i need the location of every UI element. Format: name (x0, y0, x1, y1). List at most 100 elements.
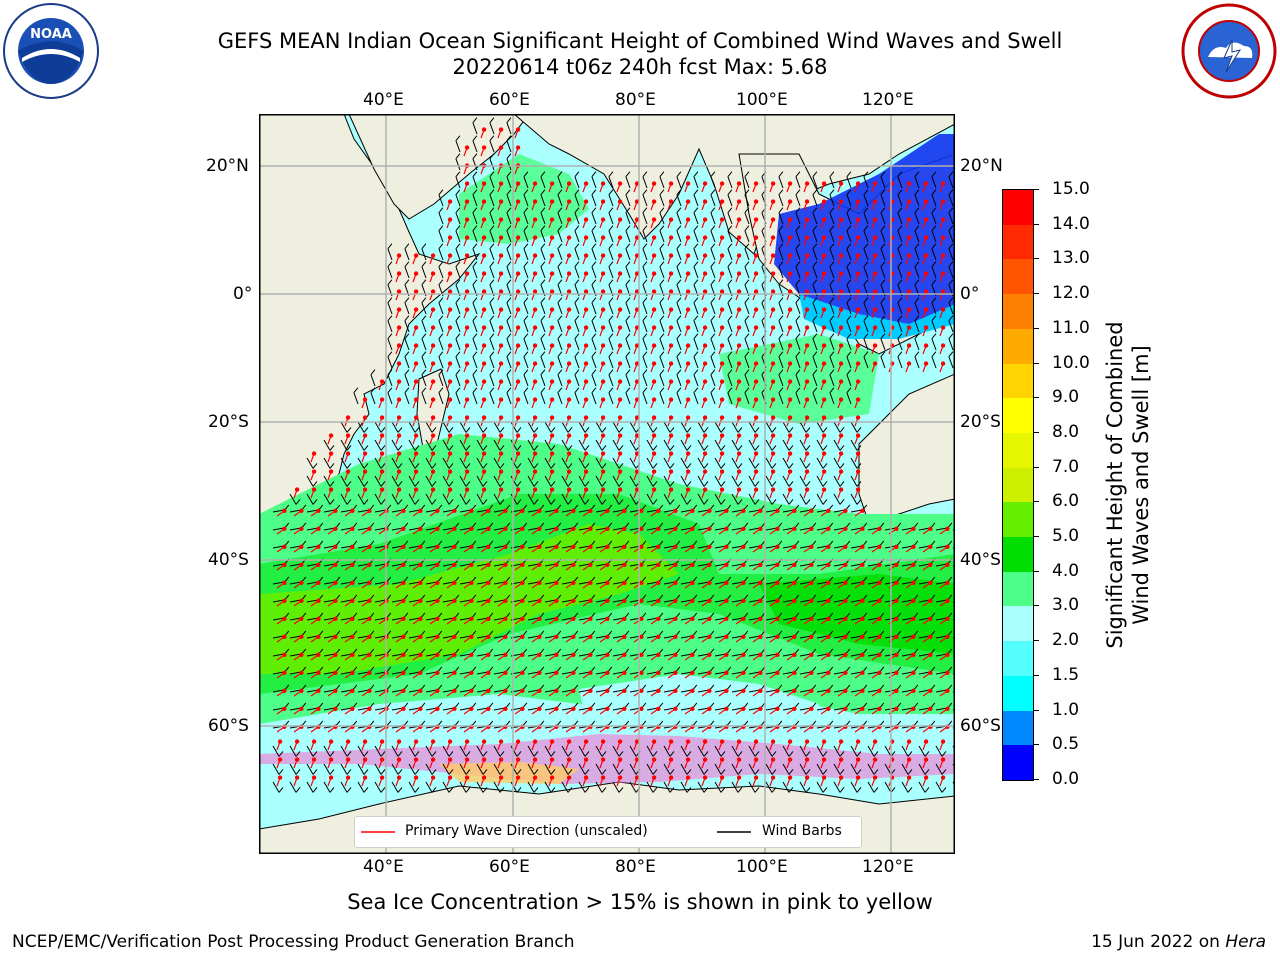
wave-arrow-head (583, 379, 589, 384)
wind-barb-flag (846, 171, 852, 178)
wind-barb (778, 248, 784, 261)
wind-barb-flag (669, 787, 675, 793)
wind-barb-flag (618, 481, 624, 487)
wave-arrow-head (770, 289, 776, 294)
wave-arrow-head (877, 706, 882, 712)
wave-arrow-head (838, 415, 844, 420)
wave-arrow-head (860, 562, 865, 568)
wave-arrow-head (605, 634, 610, 640)
wind-barb-flag (754, 787, 760, 793)
wind-barb-flag (727, 315, 733, 322)
wind-barb (931, 230, 937, 243)
wave-arrow-head (894, 526, 899, 532)
wind-barb (867, 745, 875, 757)
wind-barb-flag (601, 481, 607, 487)
wave-arrow-head (668, 343, 674, 348)
wind-barb (918, 745, 926, 757)
wind-barb-flag (727, 225, 733, 232)
wind-barb (744, 374, 750, 387)
wind-barb (591, 320, 597, 333)
wind-barb (663, 475, 671, 487)
wave-arrow-head (498, 757, 504, 762)
wave-arrow-head (418, 670, 423, 676)
wave-arrow-head (413, 775, 419, 780)
wave-arrow-head (906, 325, 912, 330)
wind-barb-flag (754, 499, 760, 505)
wave-arrow-head (860, 670, 865, 676)
wind-barb (744, 356, 750, 369)
wind-barb-flag (499, 787, 505, 793)
wind-barb (795, 302, 801, 315)
wave-arrow-head (515, 271, 521, 276)
wave-arrow-head (758, 652, 763, 658)
wind-barb-flag (533, 463, 539, 469)
wind-barb-flag (863, 351, 869, 358)
wave-arrow-head (447, 433, 453, 438)
wave-arrow-head (770, 199, 776, 204)
wave-arrow-head (447, 379, 453, 384)
wind-barb-flag (931, 315, 937, 322)
wind-barb (795, 176, 801, 189)
wave-arrow-head (617, 325, 623, 330)
wave-arrow-head (481, 217, 487, 222)
wave-arrow-head (379, 451, 385, 456)
wave-arrow-head (656, 508, 661, 514)
wind-barb (425, 475, 433, 487)
wave-arrow-head (775, 580, 780, 586)
wave-arrow-head (651, 325, 657, 330)
wind-barb (574, 320, 580, 333)
wave-arrow-head (719, 289, 725, 294)
wind-barb-flag (727, 297, 733, 304)
wind-barb (459, 493, 467, 505)
wave-arrow-head (634, 235, 640, 240)
wave-arrow-head (435, 652, 440, 658)
wind-barb-flag (404, 243, 410, 250)
wind-barb-flag (608, 279, 614, 286)
wave-arrow-head (639, 562, 644, 568)
wave-arrow-head (736, 325, 742, 330)
wave-arrow-head (515, 361, 521, 366)
wave-arrow-head (299, 580, 304, 586)
wind-barb-flag (421, 369, 427, 376)
wave-arrow-head (447, 397, 453, 402)
wind-barb-flag (523, 315, 529, 322)
wind-barb-flag (778, 207, 784, 214)
wind-barb-flag (438, 243, 444, 250)
wind-barb (850, 781, 858, 793)
wave-arrow-head (702, 379, 708, 384)
wind-barb (578, 475, 586, 487)
wind-barb-flag (414, 481, 420, 487)
wave-arrow-head (401, 652, 406, 658)
wind-barb (727, 176, 733, 189)
wind-barb (574, 248, 580, 261)
wind-barb-flag (710, 225, 716, 232)
wave-arrow-head (855, 235, 861, 240)
wind-barb-flag (710, 189, 716, 196)
wave-arrow-head (741, 706, 746, 712)
wave-arrow-head (396, 775, 402, 780)
wind-barb (472, 302, 478, 315)
wave-arrow-head (481, 181, 487, 186)
wind-barb (489, 392, 495, 405)
wave-arrow-head (838, 199, 844, 204)
wave-arrow-head (685, 235, 691, 240)
wave-arrow-head (549, 361, 555, 366)
wind-barb-flag (540, 261, 546, 268)
wave-arrow-head (481, 253, 487, 258)
wave-arrow-head (855, 739, 861, 744)
wave-arrow-head (651, 451, 657, 456)
wind-barb-flag (805, 787, 811, 793)
wind-barb (676, 392, 682, 405)
wave-arrow-head (549, 739, 555, 744)
wind-barb (659, 248, 665, 261)
wind-barb-flag (744, 297, 750, 304)
wave-arrow-head (906, 343, 912, 348)
wave-arrow-head (566, 307, 572, 312)
wave-arrow-head (605, 562, 610, 568)
wave-arrow-head (668, 469, 674, 474)
wave-arrow-head (362, 487, 368, 492)
wave-arrow-head (503, 544, 508, 550)
wind-barb-flag (363, 769, 369, 775)
wave-arrow-head (707, 688, 712, 694)
wind-barb (693, 194, 699, 207)
